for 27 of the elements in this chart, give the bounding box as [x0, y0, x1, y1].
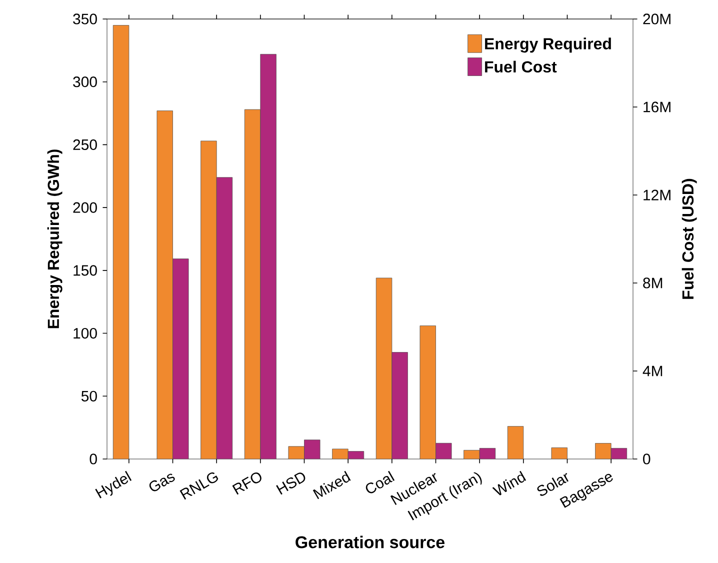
legend-label: Energy Required	[485, 38, 611, 53]
y-tick-label: 0	[90, 454, 97, 464]
y2-tick-label: 20M	[643, 14, 670, 24]
y-tick-label: 250	[73, 139, 97, 150]
y-axis-title: Energy Required (GWh)	[47, 150, 62, 328]
x-tick-label: RFO	[232, 472, 262, 495]
y2-tick-label: 0	[643, 454, 650, 464]
y2-tick-label: 12M	[644, 190, 670, 200]
y-tick-label: 50	[81, 390, 97, 402]
bar	[436, 442, 452, 459]
y-tick-label: 300	[73, 76, 97, 88]
x-tick-label: Gas	[149, 474, 175, 492]
x-tick-label: Wind	[492, 470, 526, 496]
y2-axis-title: Fuel Cost (USD)	[682, 178, 697, 299]
y2-tick-label: 8M	[643, 278, 662, 288]
y2-tick-label: 4M	[642, 366, 662, 376]
x-tick-label: HSD	[276, 472, 306, 495]
bar	[507, 426, 524, 459]
y-tick-label: 150	[74, 265, 97, 276]
y-tick-label: 350	[73, 14, 97, 24]
bar	[112, 25, 130, 459]
y2-tick-label: 16M	[644, 102, 670, 112]
legend-label: Fuel Cost	[485, 60, 557, 73]
y-tick-label: 100	[74, 328, 97, 339]
y-tick-label: 200	[73, 202, 97, 213]
x-axis-title: Generation source	[296, 536, 445, 548]
bar	[420, 326, 436, 459]
